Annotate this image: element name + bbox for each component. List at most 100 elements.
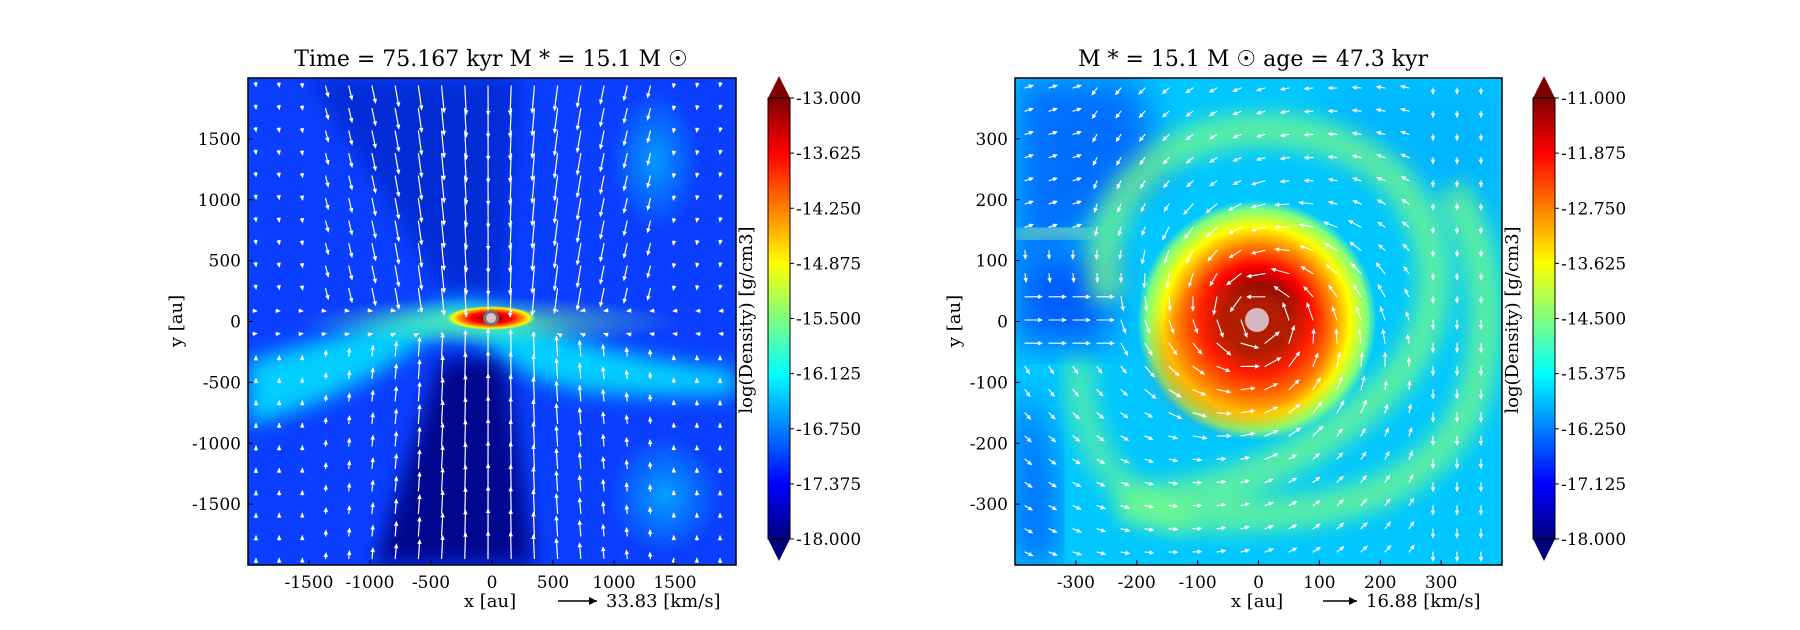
- right-velocity-arrow: [1024, 107, 1034, 112]
- right-velocity-arrow: [1478, 342, 1484, 354]
- left-x-tick-label-4: 500: [537, 573, 569, 593]
- left-velocity-arrow: [508, 441, 513, 470]
- right-velocity-arrow: [1288, 403, 1301, 414]
- right-velocity-arrow: [1454, 273, 1460, 281]
- right-velocity-arrow: [1168, 342, 1178, 356]
- right-velocity-arrow: [1288, 427, 1302, 437]
- left-velocity-arrow: [717, 422, 723, 429]
- left-velocity-arrow: [299, 467, 305, 474]
- left-velocity-arrow: [598, 197, 605, 218]
- left-velocity-arrow: [622, 242, 628, 259]
- left-velocity-arrow: [299, 512, 305, 519]
- right-velocity-arrow: [1264, 501, 1274, 507]
- right-velocity-arrow: [1355, 306, 1362, 321]
- left-x-tick-label-6: 1500: [653, 573, 696, 593]
- right-y-tick-label-0: -300: [970, 495, 1008, 515]
- left-velocity-arrow: [554, 380, 559, 402]
- left-velocity-arrow: [321, 332, 327, 337]
- right-velocity-arrow: [1139, 180, 1146, 189]
- left-colorbar-tick-label-4: -15.500: [796, 310, 861, 330]
- left-x-axis-label: x [au]: [464, 591, 516, 612]
- left-velocity-arrow: [323, 529, 328, 537]
- left-velocity-arrow: [718, 239, 723, 246]
- left-velocity-arrow: [346, 504, 352, 515]
- right-y-tick-label-4: 100: [976, 252, 1008, 272]
- left-velocity-arrow: [370, 457, 375, 470]
- left-velocity-arrow: [276, 535, 282, 541]
- right-velocity-arrow: [1216, 456, 1227, 462]
- left-velocity-arrow: [717, 512, 723, 519]
- right-velocity-arrow: [1207, 249, 1218, 262]
- right-velocity-arrow: [1240, 386, 1256, 391]
- left-velocity-arrow: [299, 127, 305, 134]
- right-velocity-arrow: [1353, 284, 1362, 298]
- right-velocity-arrow: [1168, 480, 1179, 486]
- right-title: M * = 15.1 M ☉ age = 47.3 kyr: [1078, 47, 1429, 72]
- left-velocity-arrow: [718, 82, 723, 88]
- right-velocity-arrow: [1478, 296, 1484, 304]
- left-velocity-arrow: [463, 396, 468, 425]
- left-velocity-arrow: [441, 130, 447, 159]
- right-velocity-arrow: [1399, 84, 1410, 90]
- left-velocity-arrow: [622, 265, 628, 282]
- right-colorbar-tick-label-5: -15.375: [1561, 365, 1626, 385]
- left-velocity-arrow: [275, 308, 281, 313]
- right-velocity-arrow: [1454, 87, 1460, 95]
- left-arrow-key: 33.83 [km/s]: [558, 591, 721, 612]
- right-velocity-arrow: [1454, 365, 1460, 377]
- left-velocity-arrow: [531, 511, 536, 537]
- right-velocity-arrow: [1336, 428, 1343, 437]
- left-velocity-arrow: [575, 197, 582, 221]
- right-velocity-arrow: [1096, 481, 1106, 487]
- left-velocity-arrow: [624, 369, 630, 380]
- left-velocity-arrow: [348, 242, 354, 259]
- left-velocity-arrow: [622, 152, 628, 169]
- left-velocity-arrow: [417, 516, 422, 537]
- left-y-axis-label: y [au]: [166, 295, 187, 348]
- left-velocity-arrow: [577, 497, 583, 515]
- left-velocity-arrow: [394, 85, 401, 108]
- right-velocity-arrow: [1096, 317, 1115, 323]
- right-velocity-arrow: [1120, 550, 1131, 556]
- right-velocity-arrow: [1303, 155, 1314, 160]
- left-velocity-arrow: [441, 107, 447, 136]
- left-velocity-arrow: [671, 399, 677, 406]
- right-y-tick-label-2: -100: [970, 373, 1008, 393]
- right-velocity-arrow: [1072, 154, 1082, 159]
- right-velocity-arrow: [1144, 458, 1154, 463]
- right-velocity-arrow: [1360, 545, 1368, 553]
- right-velocity-arrow: [1232, 87, 1242, 92]
- left-velocity-arrow: [253, 239, 258, 246]
- left-velocity-arrow: [647, 551, 653, 560]
- right-velocity-arrow: [1093, 203, 1098, 214]
- left-velocity-arrow: [253, 490, 259, 496]
- left-velocity-arrow: [552, 220, 559, 247]
- left-velocity-arrow: [575, 220, 582, 244]
- left-velocity-arrow: [531, 443, 536, 470]
- right-velocity-arrow: [1274, 224, 1290, 230]
- right-velocity-arrow: [1120, 481, 1130, 487]
- right-velocity-arrow: [1096, 389, 1104, 397]
- right-velocity-arrow: [1478, 157, 1484, 165]
- right-velocity-arrow: [1096, 551, 1107, 556]
- left-velocity-arrow: [441, 287, 447, 316]
- right-velocity-arrow: [1192, 365, 1206, 375]
- left-colorbar-tick-label-7: -17.375: [796, 475, 861, 495]
- left-velocity-arrow: [598, 175, 605, 195]
- right-velocity-arrow: [1264, 525, 1274, 530]
- left-velocity-arrow: [253, 104, 258, 111]
- right-velocity-arrow: [1024, 505, 1034, 511]
- left-colorbar-tick-label-1: -13.625: [796, 144, 861, 164]
- left-velocity-arrow: [276, 104, 281, 111]
- right-velocity-arrow: [1024, 154, 1034, 159]
- left-velocity-arrow: [325, 85, 330, 98]
- right-velocity-arrow: [1048, 458, 1057, 465]
- left-velocity-arrow: [463, 329, 468, 357]
- left-colorbar-tick-label-5: -16.125: [796, 365, 861, 385]
- right-velocity-arrow: [1430, 110, 1436, 119]
- left-velocity-arrow: [276, 422, 282, 429]
- right-velocity-arrow: [1401, 221, 1410, 228]
- left-velocity-arrow: [577, 362, 583, 380]
- right-velocity-arrow: [1328, 284, 1338, 298]
- right-velocity-arrow: [1168, 319, 1175, 334]
